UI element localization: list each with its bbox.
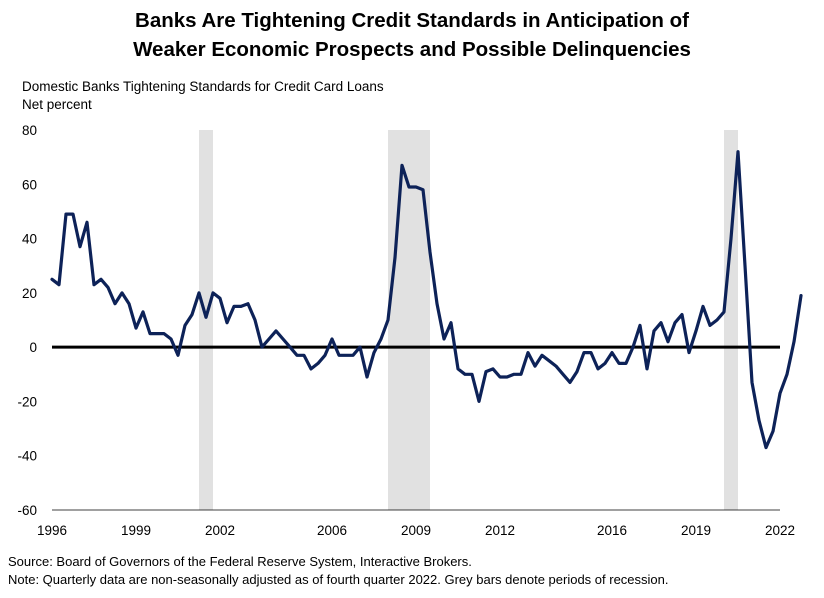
y-tick-labels: 80 60 40 20 0 -20 -40 -60: [17, 123, 37, 518]
x-tick-label: 1996: [37, 523, 67, 538]
units-label: Net percent: [22, 97, 92, 112]
y-tick-label: -40: [17, 449, 37, 464]
x-tick-label: 2006: [317, 523, 347, 538]
series-line: [50, 150, 803, 450]
y-tick-label: 20: [22, 286, 37, 301]
x-tick-label: 2002: [205, 523, 235, 538]
footnotes: Source: Board of Governors of the Federa…: [8, 553, 669, 589]
chart-title-line-2: Weaker Economic Prospects and Possible D…: [133, 38, 691, 61]
source-note: Source: Board of Governors of the Federa…: [8, 554, 472, 569]
series-group: [50, 150, 803, 450]
methodology-note: Note: Quarterly data are non-seasonally …: [8, 572, 669, 587]
y-tick-label: 40: [22, 232, 37, 247]
x-tick-label: 1999: [121, 523, 151, 538]
x-tick-label: 2009: [401, 523, 431, 538]
series-description: Domestic Banks Tightening Standards for …: [22, 79, 384, 94]
chart-title: Banks Are Tightening Credit Standards in…: [0, 6, 824, 64]
recession-bands: [199, 130, 738, 510]
recession-band-3: [724, 130, 738, 510]
y-tick-label: -60: [17, 503, 37, 518]
recession-band-1: [199, 130, 213, 510]
y-tick-label: -20: [17, 394, 37, 409]
y-tick-label: 0: [29, 340, 37, 355]
x-tick-label: 2019: [681, 523, 711, 538]
y-tick-label: 60: [22, 177, 37, 192]
chart-title-line-1: Banks Are Tightening Credit Standards in…: [135, 9, 689, 32]
x-tick-label: 2012: [485, 523, 515, 538]
y-tick-label: 80: [22, 123, 37, 138]
chart-subtitle: Domestic Banks Tightening Standards for …: [22, 78, 384, 114]
x-tick-label: 2016: [597, 523, 627, 538]
x-tick-labels: 1996 1999 2002 2006 2009 2012 2016 2019 2022: [37, 523, 795, 538]
x-tick-label: 2022: [765, 523, 795, 538]
